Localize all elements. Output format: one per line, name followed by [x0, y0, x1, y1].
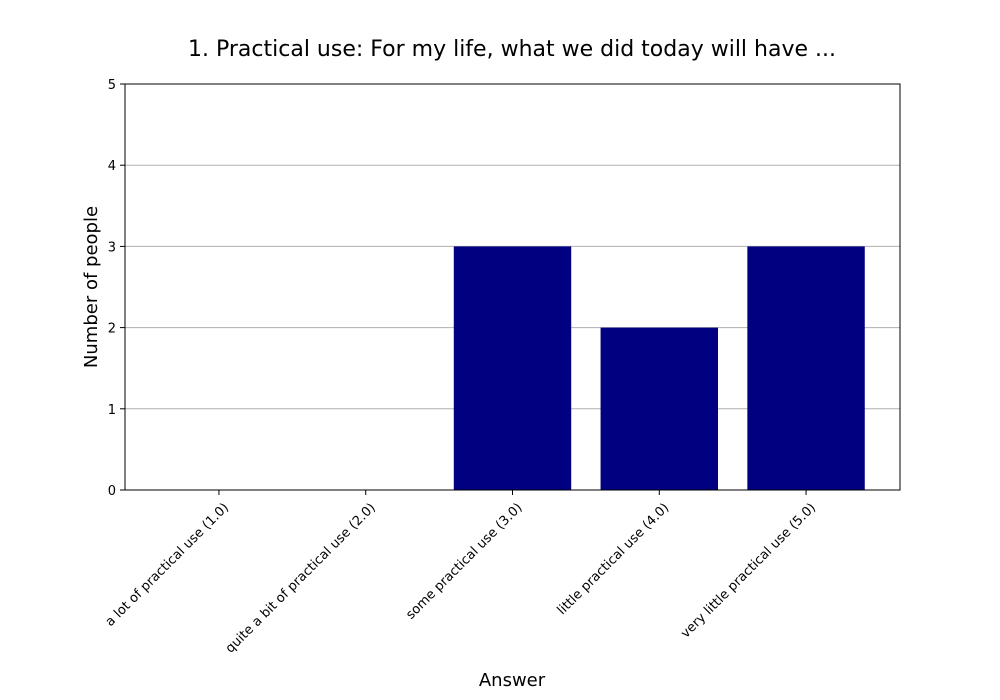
x-tick-label: a lot of practical use (1.0): [103, 500, 232, 629]
x-axis-label: Answer: [479, 670, 546, 691]
bars: [453, 246, 865, 490]
y-tick-label: 5: [108, 78, 116, 93]
bar: [747, 246, 865, 490]
bar: [453, 246, 572, 490]
x-axis: a lot of practical use (1.0)quite a bit …: [103, 490, 819, 656]
y-axis: 0 1 2 3 4 5: [108, 78, 125, 499]
x-tick-label: little practical use (4.0): [555, 500, 673, 618]
y-tick-label: 1: [108, 403, 116, 418]
y-tick-label: 3: [108, 240, 116, 255]
y-tick-label: 0: [108, 484, 116, 499]
x-tick-label: some practical use (3.0): [403, 500, 525, 622]
x-tick-label: very little practical use (5.0): [678, 500, 819, 641]
y-tick-label: 2: [108, 322, 116, 337]
bar: [600, 327, 718, 490]
x-tick-label: quite a bit of practical use (2.0): [223, 500, 379, 656]
y-axis-label: Number of people: [81, 206, 102, 368]
y-tick-label: 4: [108, 159, 116, 174]
chart-title: 1. Practical use: For my life, what we d…: [188, 37, 836, 62]
